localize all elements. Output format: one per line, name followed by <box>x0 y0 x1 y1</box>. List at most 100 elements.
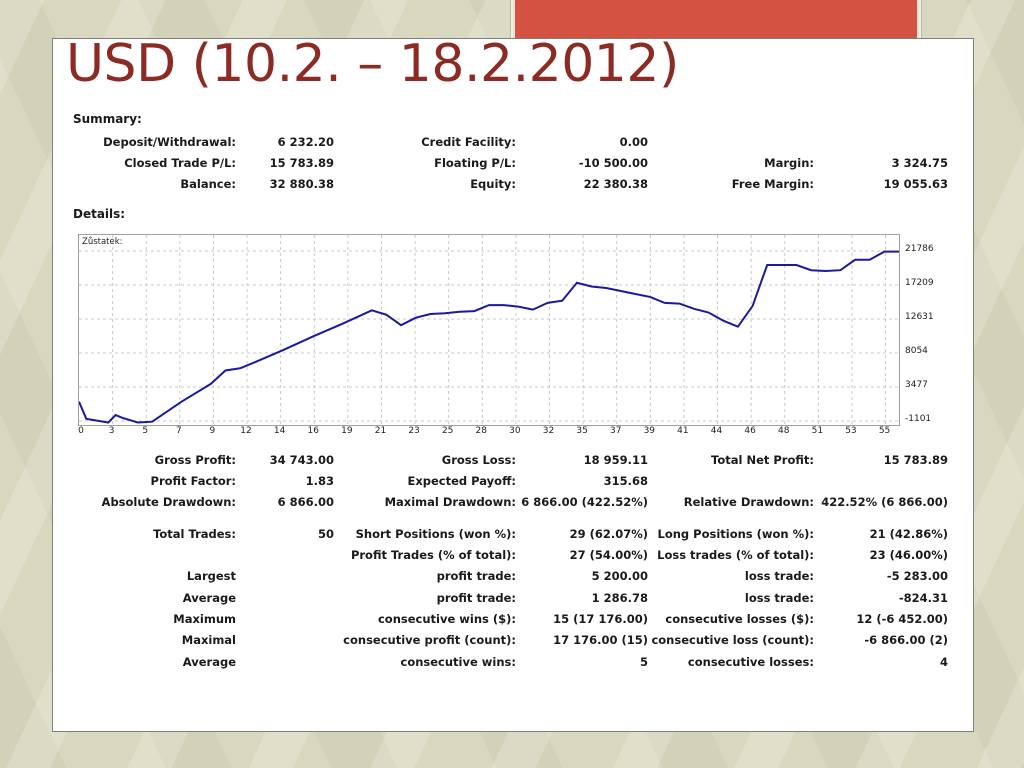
x-tick-label: 53 <box>845 426 857 436</box>
y-tick-label: 17209 <box>905 277 934 288</box>
x-tick-label: 5 <box>142 426 149 436</box>
stat-value: 27 (54.00%) <box>569 548 648 562</box>
stat-value: -5 283.00 <box>886 569 948 583</box>
stat-value: 18 959.11 <box>583 453 648 467</box>
stat-value: 422.52% (6 866.00) <box>821 495 948 509</box>
stat-value: -824.31 <box>898 591 948 605</box>
stat-label: Long Positions (won %): <box>657 527 815 541</box>
stat-label: profit trade: <box>436 569 516 583</box>
stat-value: 50 <box>317 527 334 541</box>
stat-label: Average <box>182 591 236 605</box>
stat-value: 5 <box>639 655 648 669</box>
stat-value: 1.83 <box>305 474 334 488</box>
summary-label: Closed Trade P/L: <box>124 156 236 170</box>
stat-label: consecutive losses ($): <box>665 612 814 626</box>
stat-label: Absolute Drawdown: <box>101 495 236 509</box>
x-tick-label: 39 <box>643 426 656 436</box>
chart-grid <box>79 235 899 425</box>
x-tick-label: 37 <box>609 426 622 436</box>
stat-label: consecutive wins ($): <box>377 612 516 626</box>
y-tick-label: -1101 <box>905 414 932 424</box>
stat-label: Maximal Drawdown: <box>384 495 516 509</box>
stat-value: 21 (42.86%) <box>869 527 948 541</box>
stat-label: profit trade: <box>436 591 516 605</box>
x-tick-label: 19 <box>341 426 353 436</box>
summary-value: 32 880.38 <box>269 177 334 191</box>
x-tick-label: 30 <box>509 426 521 436</box>
stat-label: consecutive losses: <box>687 655 814 669</box>
y-tick-label: 21786 <box>905 244 934 254</box>
y-tick-label: 8054 <box>905 345 928 356</box>
stat-label: Gross Profit: <box>154 453 236 467</box>
x-tick-label: 35 <box>576 426 588 436</box>
chart-label: Zůstatek: <box>82 237 123 247</box>
stat-label: Total Trades: <box>153 527 236 541</box>
stat-label: loss trade: <box>744 569 814 583</box>
stat-value: 4 <box>939 655 948 669</box>
stat-value: 29 (62.07%) <box>569 527 648 541</box>
stat-label: consecutive wins: <box>400 655 517 669</box>
stat-label: Relative Drawdown: <box>683 495 814 509</box>
x-tick-label: 25 <box>441 426 454 436</box>
summary-value: 0.00 <box>619 135 648 149</box>
x-tick-label: 7 <box>175 426 182 436</box>
stat-label: consecutive loss (count): <box>651 633 814 647</box>
stat-value: 6 866.00 (422.52%) <box>521 495 648 509</box>
x-tick-label: 3 <box>108 426 115 436</box>
stat-value: 15 783.89 <box>883 453 948 467</box>
stat-value: 315.68 <box>603 474 648 488</box>
stat-value: 34 743.00 <box>269 453 334 467</box>
x-tick-label: 55 <box>878 426 891 436</box>
stat-label: Average <box>182 655 236 669</box>
details-heading: Details: <box>73 207 126 221</box>
balance-chart: Zůstatek: <box>78 234 900 426</box>
x-tick-label: 21 <box>374 426 387 436</box>
x-tick-label: 0 <box>78 426 84 436</box>
x-tick-label: 23 <box>408 426 420 436</box>
stat-label: Loss trades (% of total): <box>657 548 814 562</box>
x-tick-label: 41 <box>677 426 689 436</box>
x-tick-label: 46 <box>744 426 756 436</box>
x-tick-label: 51 <box>811 426 824 436</box>
summary-label: Equity: <box>470 177 516 191</box>
stat-label: Total Net Profit: <box>711 453 814 467</box>
x-tick-label: 48 <box>778 426 790 436</box>
y-tick-label: 12631 <box>905 312 934 322</box>
stat-label: loss trade: <box>744 591 814 605</box>
stat-label: Maximum <box>173 612 236 626</box>
summary-label: Margin: <box>764 156 814 170</box>
stat-label: Expected Payoff: <box>407 474 517 488</box>
summary-value: 19 055.63 <box>883 177 948 191</box>
stat-value: 1 286.78 <box>591 591 648 605</box>
stat-label: Maximal <box>181 633 236 647</box>
x-tick-label: 12 <box>240 426 252 436</box>
x-tick-label: 32 <box>542 426 555 436</box>
summary-label: Floating P/L: <box>434 156 516 170</box>
stat-label: Short Positions (won %): <box>355 527 516 541</box>
summary-heading: Summary: <box>73 112 142 126</box>
stat-value: 17 176.00 (15) <box>553 633 648 647</box>
x-tick-label: 14 <box>273 426 286 436</box>
summary-value: 6 232.20 <box>277 135 334 149</box>
slide-title: USD (10.2. – 18.2.2012) <box>66 34 679 94</box>
balance-line <box>78 250 899 424</box>
summary-label: Deposit/Withdrawal: <box>103 135 236 149</box>
y-tick-label: 3477 <box>905 379 928 390</box>
summary-value: -10 500.00 <box>578 156 648 170</box>
stat-label: Profit Factor: <box>150 474 236 488</box>
stat-label: Profit Trades (% of total): <box>350 548 516 562</box>
stat-label: consecutive profit (count): <box>343 633 516 647</box>
stat-label: Gross Loss: <box>441 453 516 467</box>
x-tick-label: 16 <box>307 426 319 436</box>
x-tick-label: 44 <box>710 426 723 436</box>
summary-value: 22 380.38 <box>583 177 648 191</box>
stat-value: 5 200.00 <box>591 569 648 583</box>
summary-label: Balance: <box>180 177 236 191</box>
summary-value: 3 324.75 <box>891 156 948 170</box>
x-tick-label: 28 <box>475 426 487 436</box>
stat-value: 23 (46.00%) <box>869 548 948 562</box>
stat-value: 12 (-6 452.00) <box>856 612 948 626</box>
stat-label: Largest <box>186 569 236 583</box>
stat-value: -6 866.00 (2) <box>864 633 948 647</box>
summary-value: 15 783.89 <box>269 156 334 170</box>
